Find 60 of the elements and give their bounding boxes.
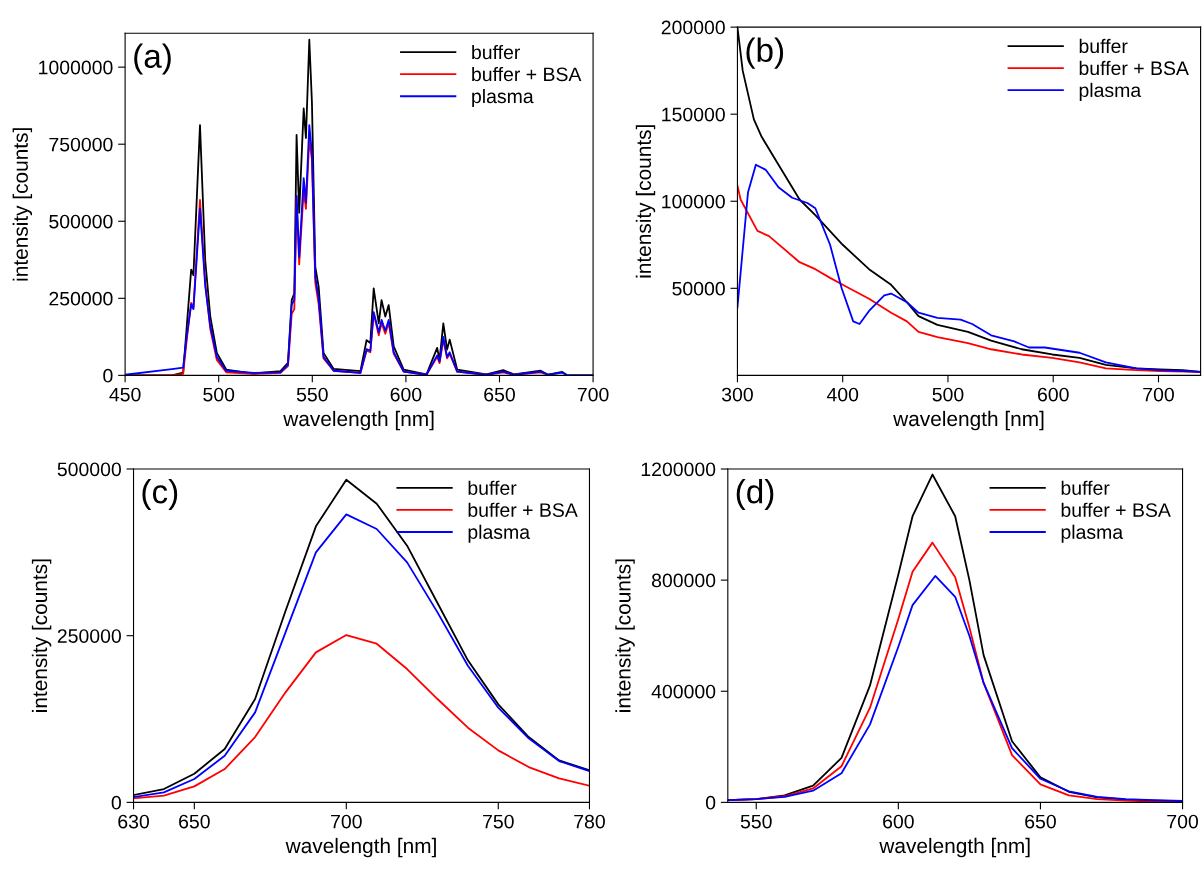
- legend-label: buffer + BSA: [1061, 502, 1171, 517]
- legend-label: buffer + BSA: [1079, 60, 1189, 76]
- legend-label: plasma: [1079, 82, 1142, 101]
- y-tick-label: 250000: [57, 629, 121, 643]
- y-axis-title: intensity [counts]: [615, 559, 635, 712]
- x-axis-title: wavelength [nm]: [879, 837, 1030, 858]
- y-tick-label: 500000: [57, 462, 121, 477]
- annotation: (b): [746, 37, 784, 69]
- y-tick-label: 0: [103, 368, 113, 383]
- y-tick-label: 400000: [651, 684, 716, 699]
- legend-label: buffer: [468, 480, 517, 495]
- y-tick-label: 1200000: [641, 462, 716, 477]
- x-tick-label: 500: [932, 387, 964, 402]
- y-tick-label: 100000: [662, 194, 725, 209]
- y-tick-label: 0: [111, 795, 121, 810]
- x-tick-label: 650: [484, 387, 515, 402]
- x-tick-label: 650: [1025, 814, 1056, 829]
- y-tick-label: 150000: [662, 107, 725, 122]
- legend-label: plasma: [1061, 524, 1124, 543]
- x-tick-label: 700: [331, 814, 362, 829]
- y-axis-title: intensity [counts]: [635, 125, 656, 278]
- x-tick-label: 400: [826, 387, 859, 402]
- y-tick-label: 1000000: [39, 60, 113, 75]
- y-tick-label: 800000: [651, 573, 716, 588]
- x-tick-label: 630: [118, 814, 149, 829]
- x-tick-label: 550: [740, 814, 772, 829]
- y-tick-label: 50000: [672, 281, 725, 296]
- x-axis-title: wavelength [nm]: [893, 410, 1044, 431]
- legend-label: buffer: [1079, 38, 1128, 54]
- legend-label: plasma: [472, 88, 534, 108]
- legend-label: buffer + BSA: [472, 66, 582, 82]
- x-tick-label: 450: [109, 387, 141, 402]
- y-tick-label: 0: [705, 795, 716, 810]
- annotation: (d): [736, 479, 774, 511]
- x-tick-label: 500: [203, 387, 235, 402]
- annotation: (c): [142, 479, 178, 511]
- x-tick-label: 700: [1167, 814, 1199, 829]
- x-tick-label: 750: [483, 814, 514, 829]
- y-axis-title: intensity [counts]: [12, 128, 33, 281]
- x-axis-title: wavelength [nm]: [285, 837, 436, 858]
- x-tick-label: 650: [179, 814, 210, 829]
- y-tick-label: 250000: [49, 291, 113, 306]
- x-tick-label: 600: [1037, 387, 1069, 402]
- y-tick-label: 500000: [49, 214, 113, 229]
- legend-label: buffer: [1061, 480, 1110, 495]
- x-tick-label: 600: [390, 387, 422, 402]
- legend-label: buffer: [472, 44, 521, 60]
- x-tick-label: 550: [296, 387, 328, 402]
- y-tick-label: 200000: [661, 20, 725, 35]
- x-tick-label: 780: [574, 814, 605, 829]
- y-axis-title: intensity [counts]: [31, 559, 52, 712]
- x-axis-title: wavelength [nm]: [283, 410, 434, 431]
- x-tick-label: 300: [721, 387, 753, 402]
- legend-label: plasma: [468, 524, 531, 543]
- y-tick-label: 750000: [49, 137, 113, 152]
- x-tick-label: 700: [577, 387, 609, 402]
- legend-label: buffer + BSA: [468, 502, 578, 517]
- annotation: (a): [134, 43, 171, 75]
- x-tick-label: 600: [883, 814, 914, 829]
- x-tick-label: 700: [1143, 387, 1174, 402]
